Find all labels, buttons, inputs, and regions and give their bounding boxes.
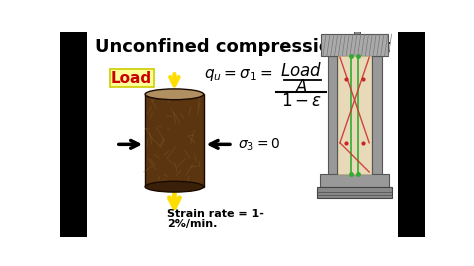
Bar xyxy=(320,174,389,188)
Bar xyxy=(338,56,371,174)
Ellipse shape xyxy=(145,89,204,100)
Bar xyxy=(372,56,382,175)
Bar xyxy=(321,34,388,56)
Bar xyxy=(399,32,425,237)
Bar xyxy=(352,7,362,14)
Text: Unconfined compression test: Unconfined compression test xyxy=(95,38,391,56)
Text: $\mathit{A}$: $\mathit{A}$ xyxy=(295,79,308,96)
Text: $\mathit{Load}$: $\mathit{Load}$ xyxy=(280,62,323,80)
FancyBboxPatch shape xyxy=(109,69,154,87)
Text: $1 - \varepsilon$: $1 - \varepsilon$ xyxy=(281,93,322,110)
Bar xyxy=(145,94,204,187)
Text: Strain rate = 1-: Strain rate = 1- xyxy=(167,209,264,219)
Text: 2%/min.: 2%/min. xyxy=(167,219,217,229)
Text: $q_u = \sigma_1 =$: $q_u = \sigma_1 =$ xyxy=(203,67,272,83)
Ellipse shape xyxy=(145,181,204,192)
Text: $\sigma_3 = 0$: $\sigma_3 = 0$ xyxy=(237,136,280,152)
Bar xyxy=(354,11,360,34)
Text: Load: Load xyxy=(111,70,152,86)
Bar xyxy=(61,32,87,237)
Bar xyxy=(317,188,392,198)
Bar xyxy=(328,56,337,175)
